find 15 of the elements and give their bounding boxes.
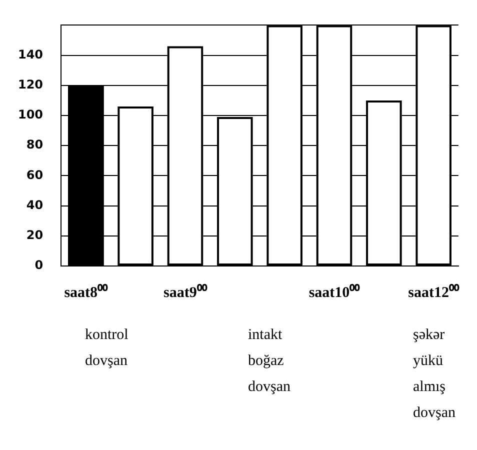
x-tick-label: saat9⁰⁰ <box>164 282 208 301</box>
text: kontrol dovşan <box>85 326 128 371</box>
y-tick-label: 120 <box>18 78 44 92</box>
text: intakt boğaz dovşan <box>248 326 290 397</box>
y-tick-label: 20 <box>26 228 44 242</box>
x-tick-label: saat10⁰⁰ <box>308 282 361 301</box>
x-tick-label: saat8⁰⁰ <box>64 282 109 301</box>
y-tick-label: 80 <box>26 138 44 152</box>
y-tick-label: 100 <box>18 108 44 122</box>
text: şəkər yükü almış dovşan <box>413 326 456 423</box>
y-tick-label: 40 <box>26 198 44 212</box>
y-tick-label: 0 <box>34 258 44 272</box>
y-tick-label: 60 <box>26 168 44 182</box>
y-tick-label: 140 <box>18 47 44 62</box>
x-tick-label: saat12⁰⁰ <box>408 282 460 301</box>
